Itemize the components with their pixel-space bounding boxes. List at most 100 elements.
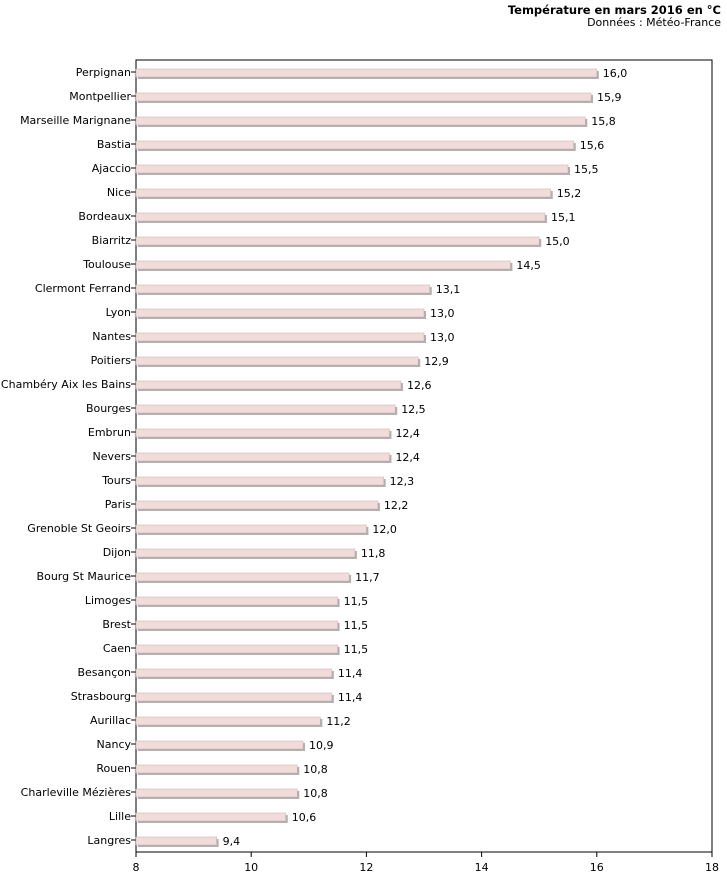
x-tick-label: 18 xyxy=(705,861,719,874)
category-label: Poitiers xyxy=(91,354,132,367)
bar xyxy=(135,476,384,486)
bar xyxy=(135,428,390,438)
value-label: 15,6 xyxy=(580,139,605,152)
category-label: Besançon xyxy=(77,666,131,679)
value-label: 12,5 xyxy=(401,403,426,416)
category-label: Strasbourg xyxy=(71,690,131,703)
value-label: 12,9 xyxy=(424,355,449,368)
x-tick-label: 8 xyxy=(133,861,140,874)
category-label: Langres xyxy=(87,834,131,847)
value-label: 13,1 xyxy=(436,283,461,296)
value-label: 12,4 xyxy=(395,451,420,464)
category-label: Nevers xyxy=(92,450,131,463)
category-label: Montpellier xyxy=(69,90,131,103)
value-label: 11,5 xyxy=(344,595,369,608)
category-label: Aurillac xyxy=(90,714,131,727)
bar xyxy=(135,68,598,78)
bar xyxy=(135,620,338,630)
value-label: 13,0 xyxy=(430,331,455,344)
category-label: Bastia xyxy=(97,138,131,151)
bar xyxy=(135,164,569,174)
value-label: 10,8 xyxy=(303,787,328,800)
category-label: Charleville Mézières xyxy=(21,786,132,799)
value-label: 11,2 xyxy=(326,715,351,728)
value-label: 15,0 xyxy=(545,235,570,248)
x-tick-label: 10 xyxy=(244,861,258,874)
value-label: 14,5 xyxy=(516,259,541,272)
bar xyxy=(135,644,338,654)
x-tick-label: 16 xyxy=(590,861,604,874)
bar xyxy=(135,764,298,774)
bar xyxy=(135,548,356,558)
value-label: 11,4 xyxy=(338,667,363,680)
category-label: Dijon xyxy=(103,546,131,559)
bar xyxy=(135,308,425,318)
category-label: Clermont Ferrand xyxy=(35,282,131,295)
bar xyxy=(135,716,321,726)
value-label: 12,0 xyxy=(372,523,397,536)
category-label: Biarritz xyxy=(92,234,132,247)
category-label: Brest xyxy=(102,618,131,631)
bar xyxy=(135,356,419,366)
value-label: 11,4 xyxy=(338,691,363,704)
x-tick-label: 12 xyxy=(359,861,373,874)
bar xyxy=(135,596,338,606)
category-label: Nantes xyxy=(92,330,131,343)
category-label: Embrun xyxy=(88,426,131,439)
value-label: 12,3 xyxy=(390,475,415,488)
value-label: 10,6 xyxy=(292,811,317,824)
value-label: 15,5 xyxy=(574,163,599,176)
value-label: 15,9 xyxy=(597,91,622,104)
category-label: Limoges xyxy=(85,594,131,607)
bar xyxy=(135,668,333,678)
bar xyxy=(135,236,540,246)
bar xyxy=(135,380,402,390)
bar xyxy=(135,188,551,198)
bar xyxy=(135,500,379,510)
value-label: 12,4 xyxy=(395,427,420,440)
category-label: Bordeaux xyxy=(78,210,131,223)
bar xyxy=(135,740,304,750)
bar xyxy=(135,692,333,702)
category-label: Caen xyxy=(103,642,131,655)
value-label: 13,0 xyxy=(430,307,455,320)
bar xyxy=(135,116,586,126)
value-label: 15,8 xyxy=(591,115,616,128)
chart-title: Température en mars 2016 en °C xyxy=(507,3,721,17)
bar xyxy=(135,524,367,534)
bar xyxy=(135,92,592,102)
value-label: 12,2 xyxy=(384,499,409,512)
category-label: Marseille Marignane xyxy=(20,114,131,127)
category-label: Paris xyxy=(105,498,131,511)
value-label: 12,6 xyxy=(407,379,432,392)
value-label: 11,5 xyxy=(344,643,369,656)
bar xyxy=(135,836,217,846)
value-label: 10,9 xyxy=(309,739,334,752)
bar xyxy=(135,572,350,582)
category-label: Lille xyxy=(109,810,131,823)
category-label: Tours xyxy=(101,474,131,487)
bar xyxy=(135,212,546,222)
bar xyxy=(135,140,575,150)
bar xyxy=(135,260,511,270)
bar xyxy=(135,788,298,798)
value-label: 16,0 xyxy=(603,67,628,80)
value-label: 10,8 xyxy=(303,763,328,776)
bar xyxy=(135,404,396,414)
bar xyxy=(135,332,425,342)
value-label: 15,2 xyxy=(557,187,582,200)
category-label: Ajaccio xyxy=(92,162,131,175)
value-label: 11,8 xyxy=(361,547,386,560)
bar xyxy=(135,812,287,822)
value-label: 11,7 xyxy=(355,571,380,584)
bar xyxy=(135,284,431,294)
chart-subtitle: Données : Météo-France xyxy=(587,16,721,29)
category-label: Perpignan xyxy=(76,66,131,79)
value-label: 15,1 xyxy=(551,211,576,224)
category-label: Rouen xyxy=(96,762,131,775)
category-label: Bourges xyxy=(86,402,131,415)
value-label: 9,4 xyxy=(223,835,241,848)
category-label: Bourg St Maurice xyxy=(37,570,132,583)
category-label: Chambéry Aix les Bains xyxy=(1,378,131,391)
